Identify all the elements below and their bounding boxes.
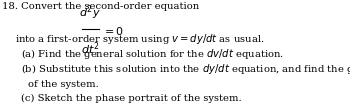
- Text: into a first-order system using $v = dy/dt$ as usual.: into a first-order system using $v = dy/…: [15, 32, 265, 46]
- Text: of the system.: of the system.: [28, 80, 99, 89]
- Text: 18. Convert the second-order equation: 18. Convert the second-order equation: [2, 2, 199, 11]
- Text: $dt^2$: $dt^2$: [81, 40, 99, 56]
- Text: (c) Sketch the phase portrait of the system.: (c) Sketch the phase portrait of the sys…: [21, 94, 242, 103]
- Text: (b) Substitute this solution into the $dy/dt$ equation, and find the general sol: (b) Substitute this solution into the $d…: [21, 62, 350, 76]
- Text: (a) Find the general solution for the $dv/dt$ equation.: (a) Find the general solution for the $d…: [21, 47, 284, 61]
- Text: $= 0$: $= 0$: [102, 25, 124, 37]
- Text: $d^2y$: $d^2y$: [79, 4, 101, 22]
